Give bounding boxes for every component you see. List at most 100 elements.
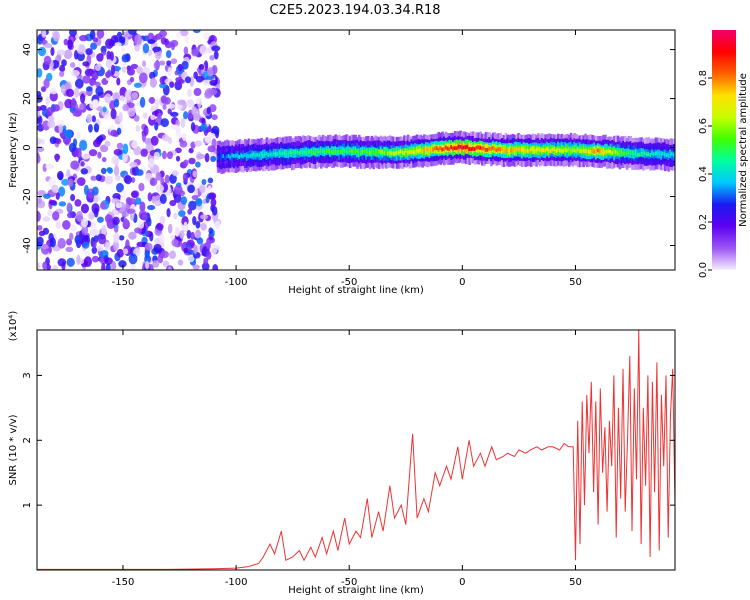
spectrogram-ridge-cell [435,146,439,151]
spectrogram-noise-cell [82,241,90,249]
spectrogram-noise-cell [186,229,192,239]
spectrogram-ridge-cell [392,151,395,156]
spectrogram-noise-cell [82,61,90,67]
spectrogram-noise-cell [134,197,142,205]
spectrogram-ridge-cell [410,149,414,154]
spectrogram-noise-cell [131,91,139,100]
spectrogram-noise-cell [212,264,219,270]
spectrogram-ridge-cell [281,151,285,156]
spectrogram-ridge-cell [555,149,558,153]
spectrogram-noise-cell [127,105,136,117]
spectrogram-ridge-cell [466,144,470,149]
spectrogram-ridge-cell [573,148,576,152]
spectrogram-noise-cell [43,43,53,49]
spectrogram-noise-cell [101,156,107,163]
spectrogram-noise-cell [116,182,124,193]
spectrogram-ridge-cell [656,151,660,156]
spectrogram-noise-cell [208,88,218,96]
spectrogram-ridge-cell [330,146,334,155]
spectrogram-noise-cell [48,199,57,206]
spectrogram-ridge-cell [377,149,381,158]
spectrogram-noise-cell [92,99,100,109]
spectrogram-ridge-cell [254,153,258,158]
spectrogram-ridge-cell [263,152,267,157]
spectrogram-noise-cell [101,262,106,270]
spectrogram-noise-cell [182,111,189,120]
spectrogram-ridge-cell [233,153,236,158]
spectrogram-noise-cell [211,45,221,52]
x-tick-label: -150 [112,577,135,588]
spectrogram-noise-cell [129,161,138,168]
spectrogram-ridge-cell [388,150,392,155]
spectrogram-noise-cell [204,135,212,144]
spectrogram-noise-cell [208,192,217,200]
spectrogram-ridge-cell [260,151,263,156]
spectrogram-ridge-cell [508,148,511,153]
spectrogram-ridge-cell [334,149,338,154]
spectrogram-noise-cell [191,194,199,201]
spectrogram-noise-cell [118,260,127,268]
spectrogram-ridge-cell [457,144,461,149]
spectrogram-noise-cell [195,220,201,229]
spectrogram-ridge-cell [314,150,318,155]
spectrogram-ridge-cell [405,148,408,153]
spectrogram-ridge-cell [602,150,605,155]
spectrogram-noise-cell [86,113,93,123]
spectrogram-noise-cell [66,257,75,267]
spectrogram-ridge-cell [548,148,551,153]
spectrogram-ridge-cell [582,148,585,153]
spectrogram-noise-cell [181,60,189,70]
spectrogram-noise-cell [92,241,97,249]
spectrogram-ridge-cell [368,150,372,155]
spectrogram-noise-cell [154,33,163,40]
spectrogram-ridge-cell [533,149,537,153]
snr-panel: -150 -100 -50 0 50 1 2 3 Height of straight li… [8,311,676,596]
spectrogram-ridge-cell [510,148,513,153]
spectrogram-noise-cell [192,264,200,270]
spectrogram-ridge-cell [443,147,446,152]
spectrogram-noise-cell [56,170,64,180]
spectrogram-noise-cell [173,212,178,220]
spectrogram-ridge-cell [513,147,517,152]
spectrogram-noise-cell [195,75,204,83]
spectrogram-noise-cell [180,117,186,129]
spectrogram-noise-cell [80,217,89,228]
spectrogram-noise-cell [97,151,102,159]
spectrogram-noise-cell [74,86,80,98]
spectrogram-ridge-cell [292,149,296,154]
spectrogram-noise-cell [142,60,147,67]
spectrogram-ridge-cell [529,147,533,152]
spectrogram-noise-cell [45,163,55,170]
spectrogram-ridge-cell [430,146,433,151]
spectrogram-noise-cell [88,149,98,157]
spectrogram-ridge-cell [624,151,627,156]
spectrogram-noise-cell [46,107,54,117]
spectrogram-noise-cell [56,119,66,127]
spectrogram-ridge-cell [604,150,607,155]
spectrogram-ridge-cell [406,150,410,155]
spectrogram-noise-cell [106,50,111,61]
spectrogram-ridge-cell [468,142,471,152]
spectrogram-noise-cell [143,125,149,136]
spectrogram-ridge-cell [348,148,352,153]
spectrogram-ridge-cell [300,149,303,154]
spectrogram-ridge-cell [332,150,336,155]
spectrogram-ridge-cell [252,152,256,157]
spectrogram-noise-cell [147,192,153,202]
spectrogram-ridge-cell [450,145,453,150]
spectrogram-noise-cell [38,230,46,237]
spectrogram-noise-cell [79,103,85,111]
spectrogram-noise-cell [170,124,179,130]
spectrogram-noise-cell [126,68,135,76]
spectrogram-ridge-cell [341,149,345,154]
spectrogram-ridge-cell [665,153,669,157]
spectrogram-ridge-cell [638,148,642,157]
spectrogram-y-ticks: -40 -20 0 20 40 [22,43,675,254]
spectrogram-noise-cell [37,224,43,231]
spectrogram-noise-cell [110,108,117,120]
spectrogram-noise-cell [110,64,116,76]
spectrogram-ridge-cell [432,147,435,152]
spectrogram-noise-cell [40,244,49,250]
spectrogram-noise-cell [162,104,167,110]
spectrogram-ridge-cell [515,147,519,152]
